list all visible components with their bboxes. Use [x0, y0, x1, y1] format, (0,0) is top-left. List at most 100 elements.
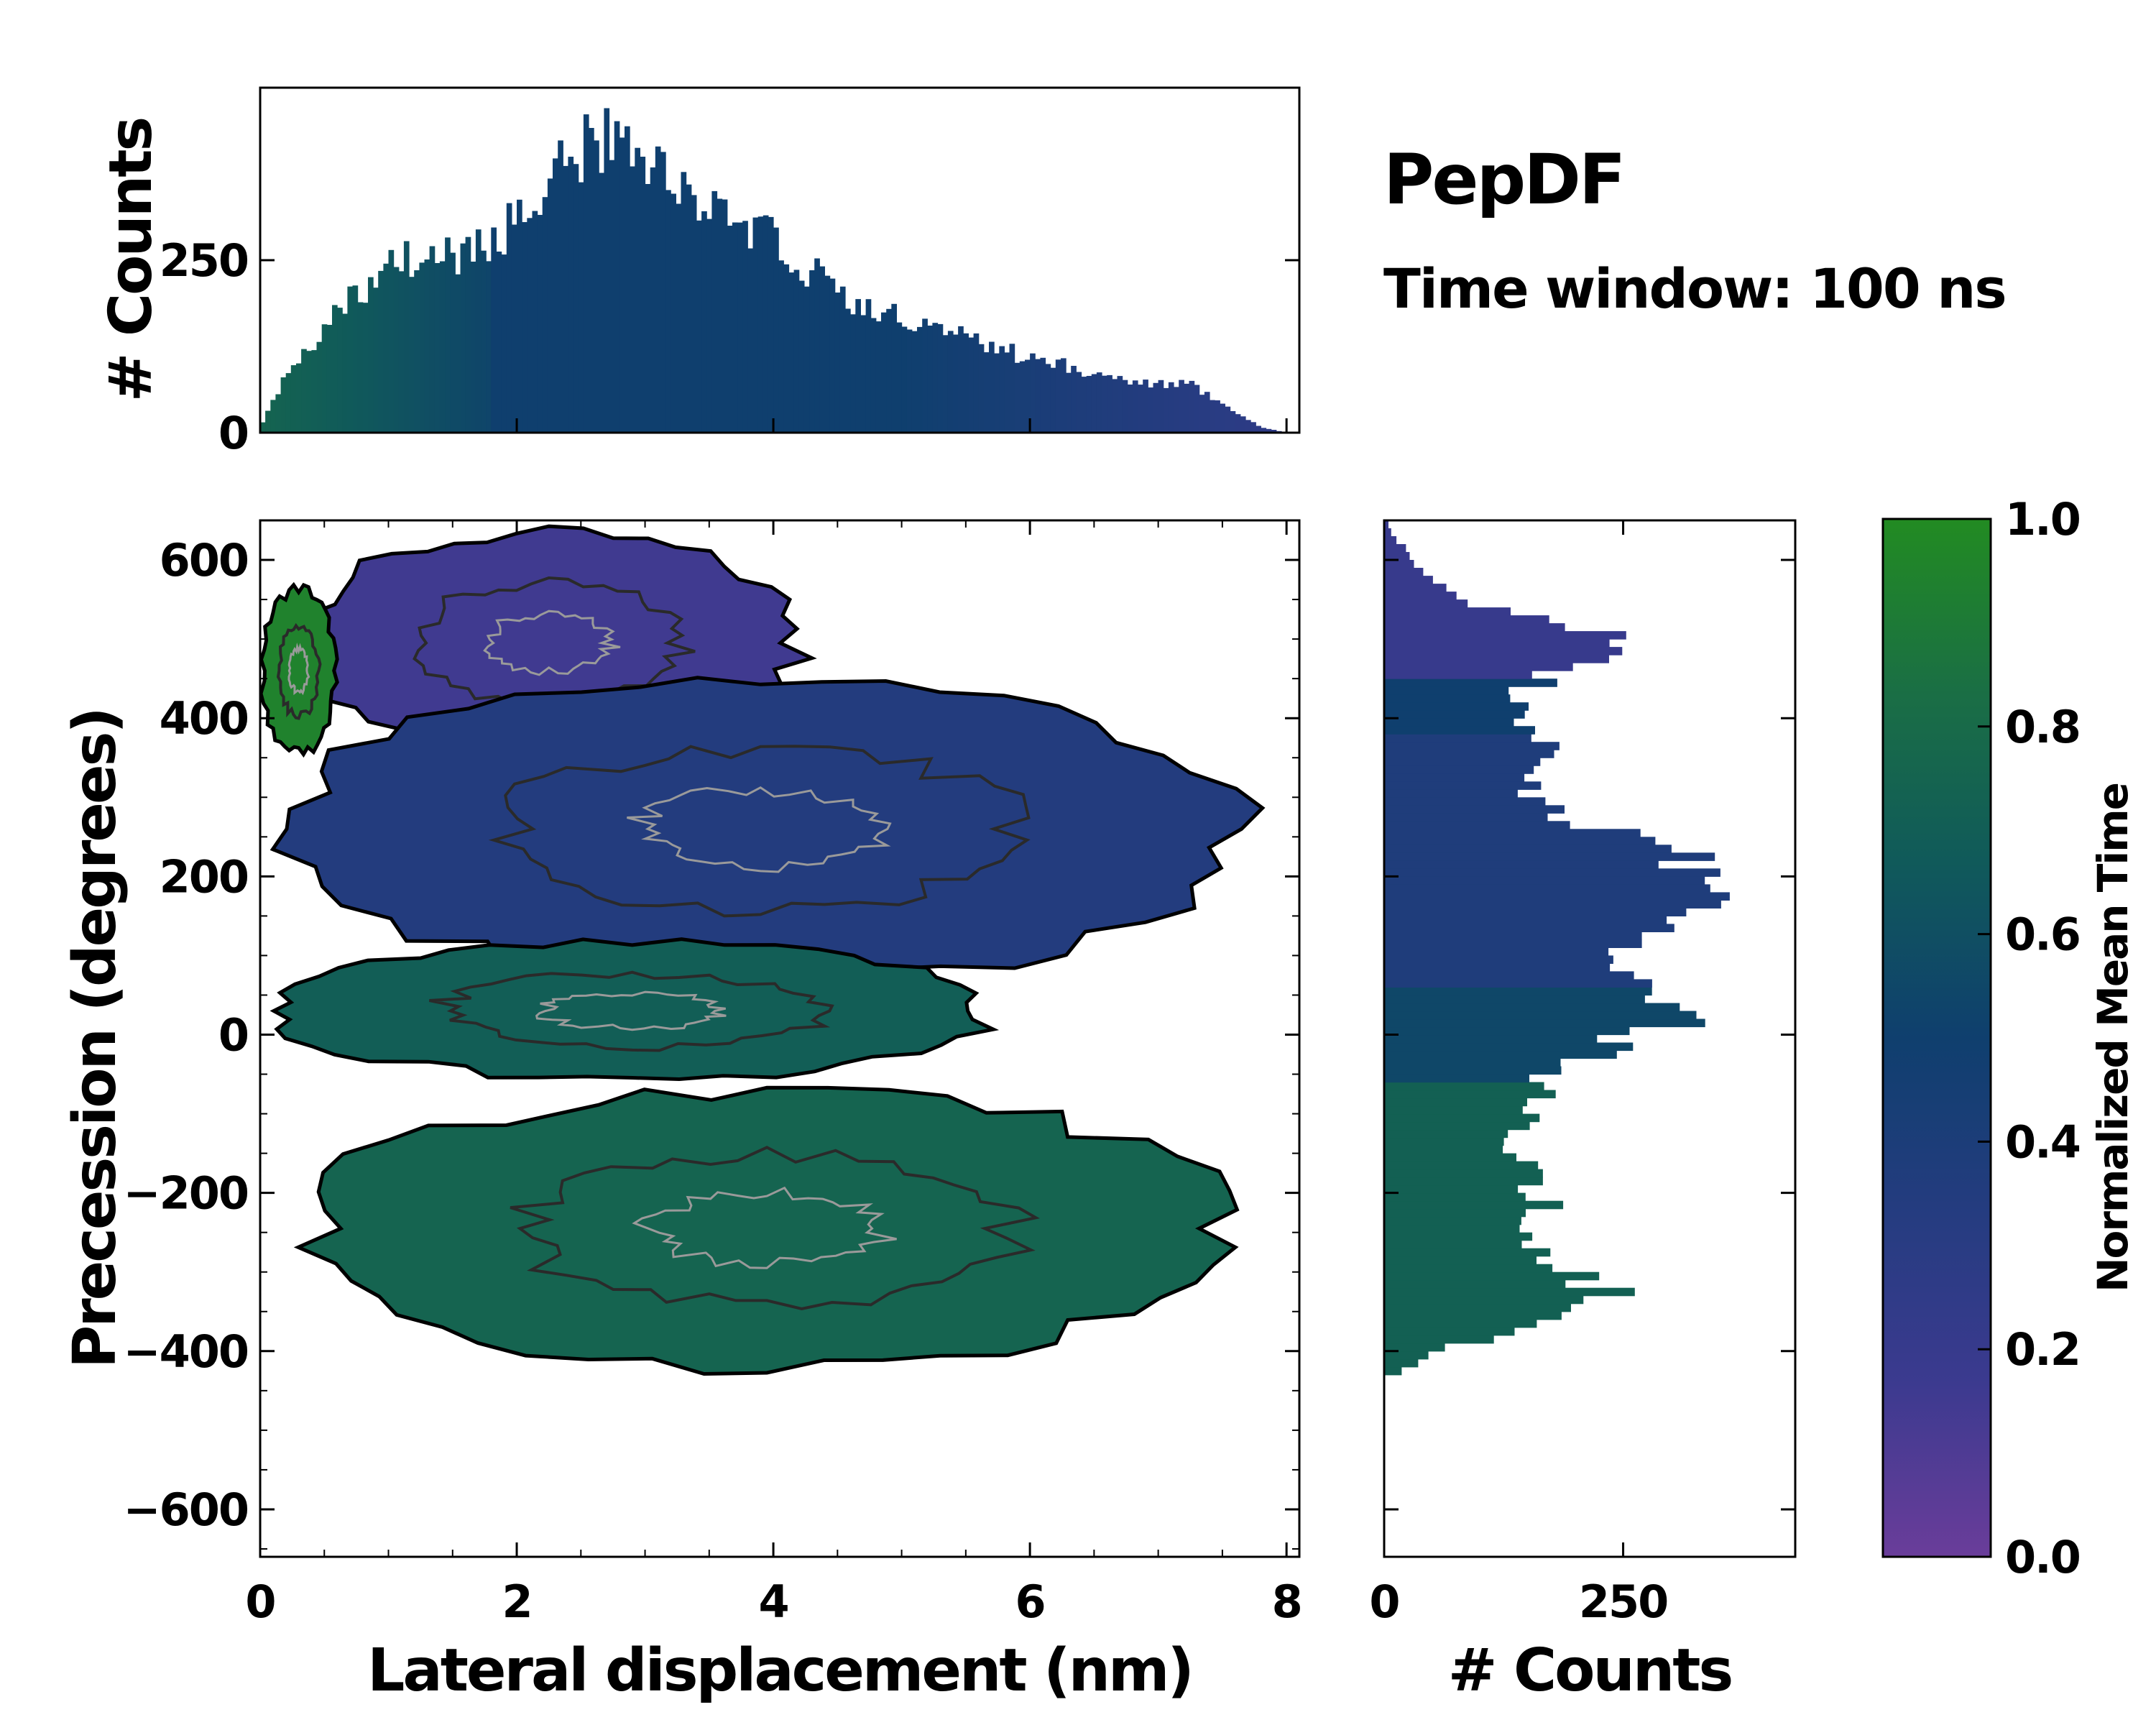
- top-histogram-bar: [701, 211, 707, 433]
- right-histogram-xlabel: # Counts: [1448, 1637, 1732, 1705]
- top-histogram-bar: [491, 227, 497, 433]
- top-histogram-bar: [635, 147, 640, 433]
- right-histogram-bar: [1384, 1240, 1522, 1249]
- top-histogram-bar: [1004, 352, 1010, 433]
- right-histogram-bar: [1384, 1042, 1634, 1052]
- top-histogram-bar: [326, 325, 333, 433]
- top-histogram-bar: [1220, 403, 1225, 433]
- top-histogram-bar: [553, 158, 558, 433]
- right-histogram-bar: [1384, 607, 1511, 616]
- top-histogram-bar: [953, 334, 959, 433]
- top-histogram-bar: [1148, 387, 1153, 433]
- top-histogram-bar: [1040, 357, 1046, 433]
- right-histogram-bar: [1384, 1279, 1566, 1289]
- top-histogram-bar: [311, 350, 318, 433]
- top-histogram-bar: [865, 299, 872, 433]
- right-histogram-bar: [1384, 584, 1447, 592]
- top-histogram-bar: [706, 218, 712, 433]
- top-histogram-bar: [963, 333, 969, 433]
- right-histogram-bar: [1384, 758, 1541, 766]
- right-histogram-bar: [1384, 750, 1554, 758]
- top-histogram-bar: [1071, 366, 1077, 433]
- top-histogram-bar: [475, 229, 482, 433]
- top-histogram-bar: [1066, 372, 1072, 433]
- top-histogram-bar: [896, 322, 903, 433]
- right-histogram-bar: [1384, 1319, 1537, 1328]
- right-histogram-bar: [1384, 1169, 1543, 1178]
- top-histogram-bar: [757, 216, 764, 433]
- colorbar-tick-label: 0.6: [2005, 908, 2080, 961]
- top-histogram-bar: [568, 157, 574, 433]
- top-histogram-y-tick-labels: 0 250: [160, 234, 249, 459]
- y-tick-label: −200: [124, 1167, 248, 1220]
- top-histogram-bar: [1086, 376, 1092, 433]
- right-histogram-bar: [1384, 1200, 1564, 1210]
- right-histogram-bar: [1384, 995, 1645, 1004]
- top-histogram-bar: [983, 352, 990, 433]
- top-histogram-bar: [696, 220, 702, 433]
- right-histogram-bar: [1384, 1177, 1543, 1186]
- top-histogram-bar: [989, 341, 995, 433]
- colorbar-tick-label: 0.8: [2005, 701, 2080, 753]
- right-histogram-bar: [1384, 536, 1397, 545]
- right-histogram-bar: [1384, 781, 1542, 790]
- top-histogram-bar: [532, 211, 538, 433]
- colorbar-frame: [1881, 518, 1992, 1558]
- heatmap-contour-core: [535, 990, 727, 1031]
- x-tick-label: 2: [502, 1576, 531, 1628]
- y-tick-label: 200: [160, 850, 248, 903]
- top-histogram-bar: [563, 165, 568, 433]
- top-histogram-bar: [501, 254, 507, 433]
- top-histogram-bar: [558, 140, 563, 433]
- right-histogram-bar: [1384, 1105, 1523, 1115]
- top-histogram-bar: [306, 351, 312, 433]
- right-histogram-bar: [1384, 671, 1532, 679]
- right-histogram-bar: [1384, 1074, 1529, 1083]
- right-histogram-bar: [1384, 576, 1433, 584]
- top-histogram-bar: [604, 108, 610, 433]
- top-histogram-bar: [1240, 416, 1246, 433]
- heatmap-contour: [276, 622, 322, 720]
- right-histogram-bar: [1384, 631, 1626, 640]
- top-histogram-bar: [783, 264, 790, 433]
- right-histogram-bar: [1384, 1343, 1445, 1352]
- right-histogram-bar: [1384, 1011, 1697, 1020]
- chart-title: PepDF: [1383, 139, 1623, 220]
- top-histogram-bar: [316, 341, 323, 433]
- right-histogram-bar: [1384, 1098, 1527, 1107]
- top-histogram-bar: [347, 286, 354, 433]
- right-histogram-bar: [1384, 1026, 1630, 1036]
- top-histogram-bar: [1122, 380, 1128, 433]
- top-histogram-bar: [886, 308, 892, 433]
- right-histogram-bar: [1384, 1066, 1562, 1075]
- top-histogram-bar: [793, 270, 800, 433]
- top-histogram-bar: [665, 190, 671, 433]
- top-histogram-bar: [645, 184, 651, 433]
- top-histogram-bar: [901, 326, 908, 433]
- right-histogram-bar: [1384, 892, 1730, 901]
- colorbar-gradient: [1883, 519, 1991, 1557]
- right-histogram-bar: [1384, 979, 1652, 988]
- right-histogram-bar: [1384, 939, 1642, 948]
- top-histogram-bar: [547, 178, 553, 433]
- top-histogram-bar: [589, 128, 594, 433]
- right-histogram-bar: [1384, 655, 1609, 663]
- top-histogram-bar: [337, 308, 343, 433]
- top-histogram-bar: [676, 203, 682, 433]
- top-histogram-bar: [717, 198, 723, 433]
- top-histogram-bar: [270, 400, 276, 433]
- top-histogram-bar: [486, 261, 492, 433]
- top-histogram-bar: [1153, 382, 1159, 433]
- right-histogram-bar: [1384, 829, 1641, 837]
- top-histogram-bar: [691, 195, 697, 433]
- top-histogram-bar: [511, 224, 517, 433]
- top-histogram-bar: [352, 285, 359, 433]
- right-histogram-bar: [1384, 1192, 1526, 1202]
- top-histogram-bar: [342, 313, 348, 433]
- top-histogram-frame: [259, 86, 1301, 434]
- right-histogram-bar: [1384, 726, 1535, 735]
- top-histogram-bar: [994, 353, 1000, 433]
- heatmap-contour-core: [483, 610, 621, 676]
- top-histogram-bar: [373, 288, 379, 433]
